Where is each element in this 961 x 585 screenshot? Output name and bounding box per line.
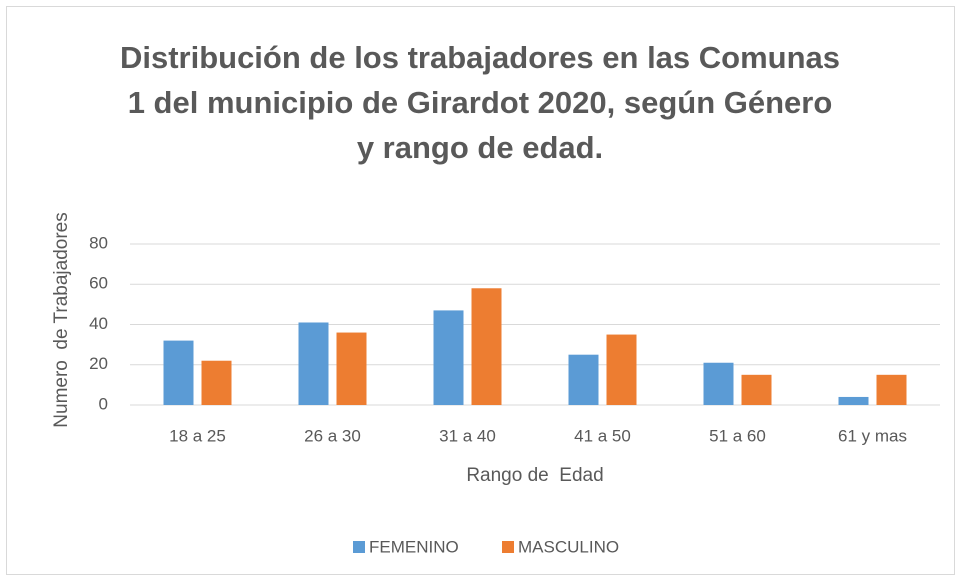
chart-title: y rango de edad.	[357, 130, 603, 165]
y-tick-label: 0	[99, 394, 108, 413]
legend-swatch	[353, 541, 365, 553]
x-tick-label: 26 a 30	[304, 426, 361, 445]
legend-swatch	[502, 541, 514, 553]
bar	[606, 334, 637, 405]
bar	[433, 310, 464, 405]
bar	[163, 340, 194, 405]
chart-title: Distribución de los trabajadores en las …	[120, 40, 840, 75]
x-tick-label: 61 y mas	[838, 426, 907, 445]
x-tick-label: 41 a 50	[574, 426, 631, 445]
legend-label: FEMENINO	[369, 537, 459, 556]
bar	[568, 354, 599, 405]
y-tick-label: 40	[89, 314, 108, 333]
bar	[876, 374, 907, 405]
x-tick-label: 31 a 40	[439, 426, 496, 445]
chart-title: 1 del municipio de Girardot 2020, según …	[128, 85, 833, 120]
y-tick-label: 80	[89, 233, 108, 252]
y-tick-label: 60	[89, 274, 108, 293]
bar	[838, 396, 869, 405]
bar	[741, 374, 772, 405]
bar	[298, 322, 329, 405]
x-tick-label: 51 a 60	[709, 426, 766, 445]
legend-label: MASCULINO	[518, 537, 619, 556]
bar	[336, 332, 367, 405]
bar	[201, 360, 232, 405]
x-axis-label: Rango de Edad	[466, 465, 603, 486]
bar	[703, 362, 734, 405]
bar	[471, 288, 502, 405]
y-tick-label: 20	[89, 354, 108, 373]
x-tick-label: 18 a 25	[169, 426, 226, 445]
y-axis-label: Numero de Trabajadores	[51, 212, 72, 427]
